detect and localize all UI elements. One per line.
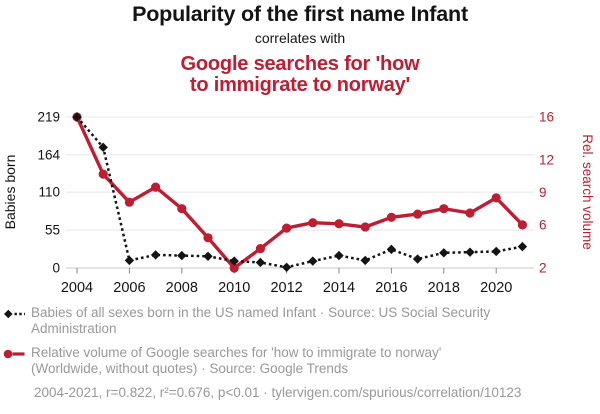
x-axis-tick-label: 2008 xyxy=(166,280,198,296)
right-axis-tick-label: 12 xyxy=(539,153,554,168)
red-series-point xyxy=(465,208,475,218)
x-axis-tick-label: 2012 xyxy=(270,280,302,296)
red-series-point xyxy=(229,263,239,273)
red-series-point xyxy=(439,204,449,214)
black-series-point xyxy=(517,241,528,252)
x-axis-tick-label: 2020 xyxy=(480,280,512,296)
left-axis-tick-label: 164 xyxy=(37,147,60,162)
red-series-point xyxy=(177,204,187,214)
right-axis-tick-label: 16 xyxy=(539,110,554,125)
black-series-point xyxy=(412,254,423,264)
legend-item-label: Babies of all sexes born in the US named… xyxy=(31,305,491,336)
black-series-point xyxy=(150,250,161,260)
right-axis-tick-label: 2 xyxy=(539,261,547,276)
red-series-point xyxy=(334,219,344,229)
red-series-point xyxy=(386,212,396,222)
red-series-point xyxy=(282,223,292,233)
left-axis-title: Babies born xyxy=(2,155,18,230)
black-series-point xyxy=(124,255,135,266)
black-series-point xyxy=(281,262,292,273)
x-axis-tick-label: 2004 xyxy=(61,280,93,296)
black-series-point xyxy=(308,256,318,266)
black-series-point xyxy=(439,248,449,258)
red-series-point xyxy=(151,182,161,192)
left-axis-tick-label: 0 xyxy=(52,261,60,276)
chart-title-primary: Popularity of the first name Infant xyxy=(132,2,468,26)
stats-citation: 2004-2021, r=0.822, r²=0.676, p<0.01 · t… xyxy=(34,385,522,400)
figure-header: Popularity of the first name Infant corr… xyxy=(0,0,600,95)
red-series-point xyxy=(517,220,528,230)
red-series-point xyxy=(413,209,423,219)
right-axis-tick-label: 9 xyxy=(539,185,547,200)
red-series-point xyxy=(360,222,370,232)
red-series-point xyxy=(255,243,265,254)
black-series-point xyxy=(386,244,397,255)
black-series-point xyxy=(177,250,187,261)
red-series-point xyxy=(98,169,108,179)
red-series-point xyxy=(491,193,501,203)
red-series-point xyxy=(308,218,318,228)
black-series-point xyxy=(255,257,266,268)
left-axis-tick-label: 110 xyxy=(38,185,60,200)
black-series-point xyxy=(334,250,344,261)
black-series-point xyxy=(203,251,213,261)
x-axis-tick-label: 2014 xyxy=(323,280,355,296)
black-series-point xyxy=(98,142,108,153)
x-axis-tick-label: 2010 xyxy=(218,280,250,296)
x-axis-tick-label: 2018 xyxy=(428,280,460,296)
black-series-point xyxy=(360,255,370,266)
x-axis-tick-label: 2016 xyxy=(375,280,407,296)
right-axis-title: Rel. search volume xyxy=(580,134,595,250)
black-dotted-series-key-icon xyxy=(4,309,25,319)
black-series-point xyxy=(72,112,82,122)
x-axis-tick-label: 2006 xyxy=(113,280,145,296)
chart-title-secondary: Google searches for 'how to immigrate to… xyxy=(180,53,420,96)
legend: Babies of all sexes born in the US named… xyxy=(0,305,600,401)
left-axis-tick-label: 55 xyxy=(45,223,60,238)
black-series-point xyxy=(491,246,501,257)
black-series-point xyxy=(229,256,239,266)
left-axis-tick-label: 219 xyxy=(37,110,60,125)
right-axis-tick-label: 6 xyxy=(539,217,547,232)
black-series-point xyxy=(465,247,475,257)
red-series-point xyxy=(203,233,213,243)
red-series-point xyxy=(124,197,134,207)
chart-plot-area: 0 55 110 164 219 2 6 9 12 16 2004 2006 2008 2010 2012 2… xyxy=(2,110,595,297)
legend-item-babies: Babies of all sexes born in the US named… xyxy=(3,305,600,336)
correlates-with-label: correlates with xyxy=(254,30,346,46)
legend-item-label: Relative volume of Google searches for '… xyxy=(31,345,442,376)
legend-item-searches: Relative volume of Google searches for '… xyxy=(3,345,600,376)
red-line-series-key-icon xyxy=(3,349,25,359)
